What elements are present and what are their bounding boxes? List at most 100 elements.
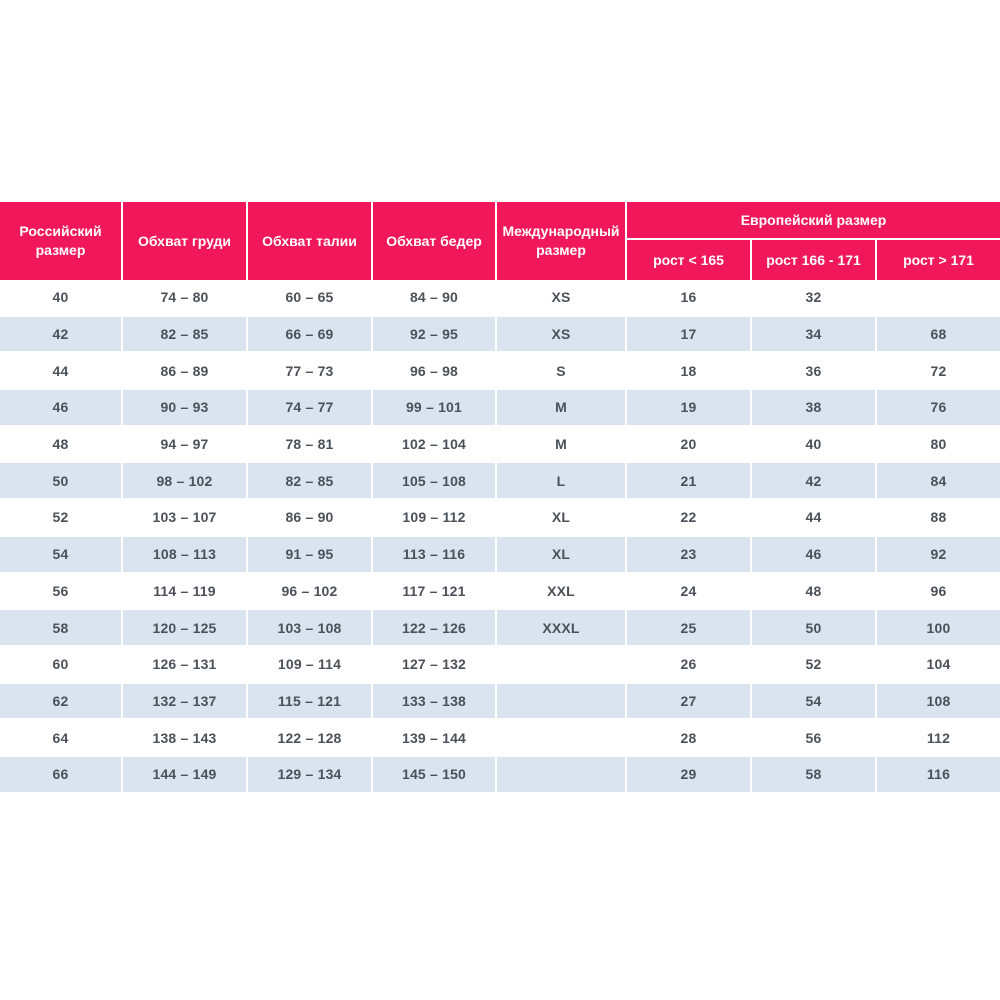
cell: 22 [627,500,752,537]
cell: 56 [752,720,877,757]
cell: 58 [752,756,877,794]
cell: 103 – 108 [248,610,373,647]
table-row: 60 126 – 131 109 – 114 127 – 132 26 52 104 [0,646,1000,684]
cell: 58 [0,610,123,647]
cell: 122 – 128 [248,720,373,757]
cell: 48 [752,573,877,611]
cell: 16 [627,280,752,317]
cell: 50 [0,463,123,501]
col-header-waist: Обхват талии [248,202,373,280]
size-chart: Российский размер Обхват груди Обхват та… [0,202,1000,794]
cell: 72 [877,353,1000,391]
cell: 44 [752,500,877,537]
cell: 91 – 95 [248,536,373,574]
cell: 28 [627,720,752,757]
cell: 105 – 108 [373,463,497,501]
cell: 56 [0,573,123,611]
table-row: 48 94 – 97 78 – 81 102 – 104 M 20 40 80 [0,426,1000,464]
table-row: 58 120 – 125 103 – 108 122 – 126 XXXL 25 50 100 [0,610,1000,647]
cell: 100 [877,610,1000,647]
cell: 54 [0,536,123,574]
cell: XS [497,280,627,317]
cell: 138 – 143 [123,720,248,757]
cell: XL [497,500,627,537]
table-row: 62 132 – 137 115 – 121 133 – 138 27 54 108 [0,683,1000,721]
cell: 127 – 132 [373,646,497,684]
cell: 25 [627,610,752,647]
cell: 84 [877,463,1000,501]
cell: 18 [627,353,752,391]
cell [877,280,1000,317]
cell: 54 [752,683,877,721]
cell [497,646,627,684]
table-row: 54 108 – 113 91 – 95 113 – 116 XL 23 46 92 [0,536,1000,574]
cell: XL [497,536,627,574]
cell: 60 [0,646,123,684]
cell: 48 [0,426,123,464]
cell: 64 [0,720,123,757]
cell: 99 – 101 [373,390,497,427]
cell: 76 [877,390,1000,427]
col-header-height-166-171: рост 166 - 171 [752,240,877,280]
cell: XXXL [497,610,627,647]
cell: 133 – 138 [373,683,497,721]
table-row: 40 74 – 80 60 – 65 84 – 90 XS 16 32 [0,280,1000,317]
cell: 115 – 121 [248,683,373,721]
table-body: 40 74 – 80 60 – 65 84 – 90 XS 16 32 42 82 – 85 66… [0,280,1000,794]
col-header-chest: Обхват груди [123,202,248,280]
cell: 40 [752,426,877,464]
cell: 126 – 131 [123,646,248,684]
cell: 120 – 125 [123,610,248,647]
cell: 139 – 144 [373,720,497,757]
cell: XS [497,316,627,354]
cell [497,720,627,757]
cell: 116 [877,756,1000,794]
col-header-russian-size: Российский размер [0,202,123,280]
cell: 24 [627,573,752,611]
cell: M [497,390,627,427]
cell: 46 [752,536,877,574]
cell: 82 – 85 [248,463,373,501]
cell: 36 [752,353,877,391]
cell: 129 – 134 [248,756,373,794]
cell: 109 – 112 [373,500,497,537]
cell: 109 – 114 [248,646,373,684]
cell: 42 [0,316,123,354]
cell: 29 [627,756,752,794]
cell: 50 [752,610,877,647]
table-row: 44 86 – 89 77 – 73 96 – 98 S 18 36 72 [0,353,1000,391]
cell: 86 – 89 [123,353,248,391]
cell: 102 – 104 [373,426,497,464]
cell: 96 – 102 [248,573,373,611]
table-header: Российский размер Обхват груди Обхват та… [0,202,1000,280]
cell: 62 [0,683,123,721]
cell: 32 [752,280,877,317]
cell: 52 [752,646,877,684]
cell: 38 [752,390,877,427]
table-row: 46 90 – 93 74 – 77 99 – 101 M 19 38 76 [0,390,1000,427]
cell: 26 [627,646,752,684]
cell: 42 [752,463,877,501]
cell: 94 – 97 [123,426,248,464]
cell: S [497,353,627,391]
cell: 68 [877,316,1000,354]
cell: 34 [752,316,877,354]
cell: 98 – 102 [123,463,248,501]
cell: 96 [877,573,1000,611]
cell: 108 – 113 [123,536,248,574]
table-row: 42 82 – 85 66 – 69 92 – 95 XS 17 34 68 [0,316,1000,354]
cell: 74 – 77 [248,390,373,427]
cell: 66 – 69 [248,316,373,354]
cell: 117 – 121 [373,573,497,611]
cell: 113 – 116 [373,536,497,574]
table-row: 64 138 – 143 122 – 128 139 – 144 28 56 112 [0,720,1000,757]
col-header-hips: Обхват бедер [373,202,497,280]
cell: 104 [877,646,1000,684]
cell: 92 – 95 [373,316,497,354]
cell: 27 [627,683,752,721]
cell: M [497,426,627,464]
table-row: 56 114 – 119 96 – 102 117 – 121 XXL 24 48 96 [0,573,1000,611]
cell: 44 [0,353,123,391]
col-header-international-size: Международный размер [497,202,627,280]
